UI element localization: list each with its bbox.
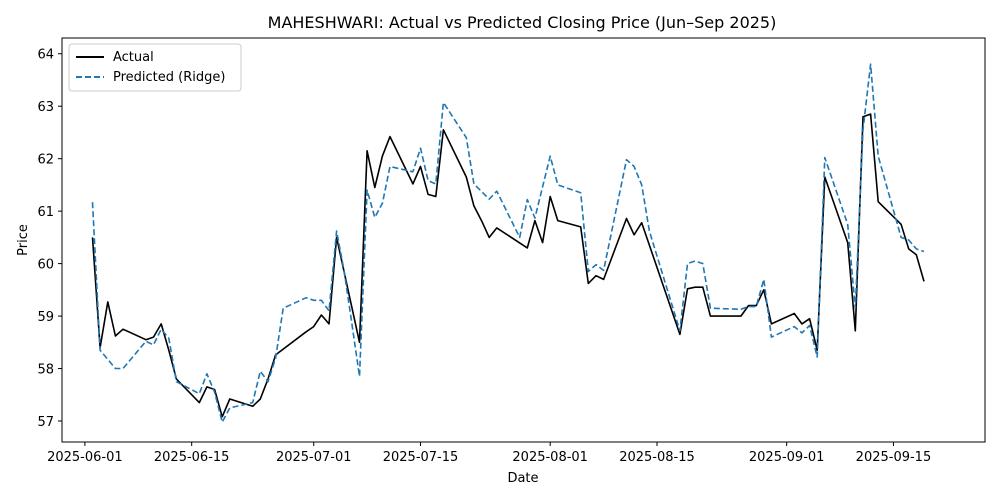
y-tick-label: 64 bbox=[37, 48, 54, 63]
y-tick-label: 62 bbox=[37, 153, 54, 168]
series-line-actual bbox=[91, 113, 925, 418]
x-tick-label: 2025-09-15 bbox=[856, 450, 932, 465]
x-axis-ticks: 2025-06-01 2025-06-15 2025-07-01 2025-07-15… bbox=[47, 442, 931, 465]
plot-frame bbox=[61, 37, 986, 443]
x-tick-label: 2025-07-01 bbox=[276, 450, 352, 465]
series-line-predicted bbox=[91, 63, 925, 423]
legend-label-predicted: Predicted (Ridge) bbox=[113, 70, 225, 85]
y-tick-label: 59 bbox=[37, 310, 54, 325]
y-tick-label: 63 bbox=[37, 100, 54, 115]
y-tick-label: 60 bbox=[37, 258, 54, 273]
legend-label-actual: Actual bbox=[113, 50, 154, 65]
x-tick-label: 2025-06-15 bbox=[154, 450, 230, 465]
legend: Actual Predicted (Ridge) bbox=[68, 43, 242, 92]
y-tick-label: 61 bbox=[37, 205, 54, 220]
y-axis-ticks: 57 58 59 60 61 62 63 64 bbox=[37, 48, 62, 430]
x-axis-label: Date bbox=[507, 471, 538, 486]
x-tick-label: 2025-07-15 bbox=[383, 450, 459, 465]
y-axis-label: Price bbox=[16, 224, 31, 256]
chart-title: MAHESHWARI: Actual vs Predicted Closing … bbox=[268, 13, 777, 32]
x-tick-label: 2025-09-01 bbox=[749, 450, 825, 465]
x-tick-label: 2025-08-01 bbox=[512, 450, 588, 465]
y-tick-label: 58 bbox=[37, 363, 54, 378]
plot-lines bbox=[91, 63, 925, 423]
x-tick-label: 2025-08-15 bbox=[619, 450, 695, 465]
legend-box bbox=[68, 43, 242, 92]
x-tick-label: 2025-06-01 bbox=[47, 450, 123, 465]
y-tick-label: 57 bbox=[37, 415, 54, 430]
